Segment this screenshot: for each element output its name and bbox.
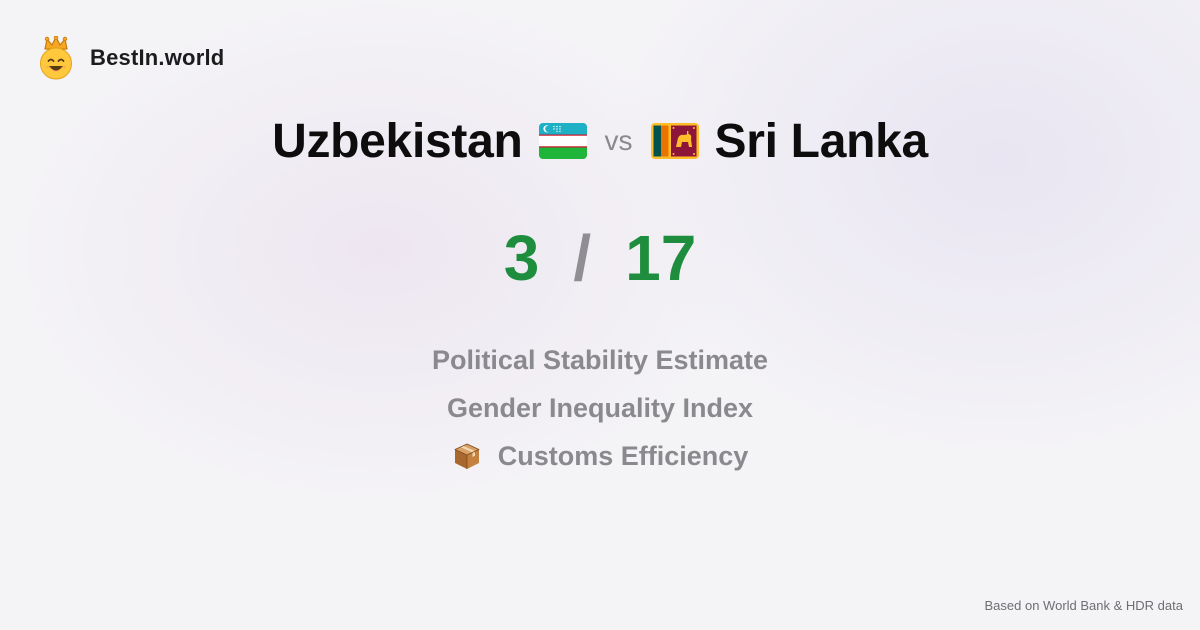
metric-label: Gender Inequality Index	[446, 392, 754, 423]
metric-item: Political Stability Estimate	[432, 336, 768, 384]
metric-item: Customs Efficiency	[452, 432, 749, 480]
metric-label: Customs Efficiency	[497, 440, 749, 471]
brand-name: BestIn.world	[90, 45, 225, 70]
left-score: 3	[503, 222, 540, 294]
right-score: 17	[625, 222, 697, 294]
comparison-title: Uzbekistan	[0, 108, 1200, 174]
metric-label: Political Stability Estimate	[431, 344, 769, 375]
metrics-list: Political Stability Estimate Gender Ineq…	[0, 336, 1200, 480]
uzbekistan-flag-icon	[538, 123, 587, 159]
brand-logo[interactable]: BestIn.world	[38, 36, 224, 80]
data-source-note: Based on World Bank & HDR data	[984, 598, 1183, 613]
metric-item: Gender Inequality Index	[447, 384, 753, 432]
vs-label: vs	[604, 125, 633, 156]
left-country-name: Uzbekistan	[272, 114, 523, 168]
sri-lanka-flag-icon	[650, 123, 699, 159]
score-separator: /	[573, 222, 592, 294]
score-display: 3 / 17	[0, 218, 1200, 298]
right-country-name: Sri Lanka	[714, 114, 929, 168]
package-icon	[452, 441, 482, 471]
crowned-smiley-icon	[38, 36, 74, 80]
